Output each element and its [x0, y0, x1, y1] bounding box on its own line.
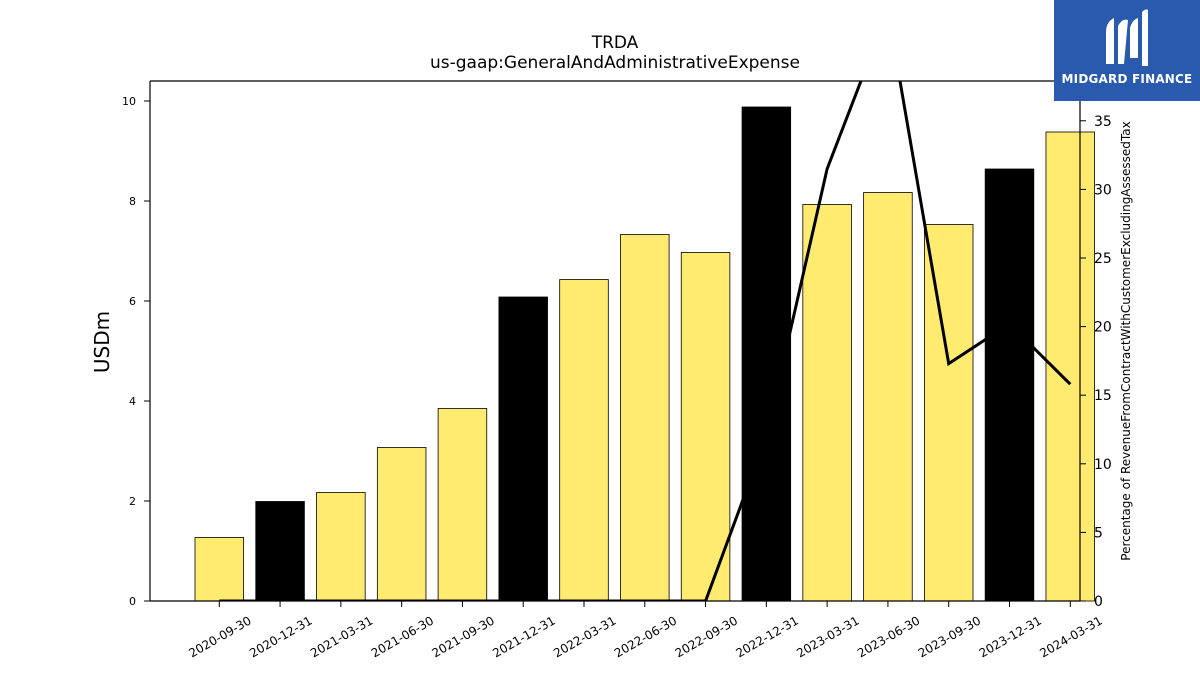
y2-tick-label: 30	[1094, 182, 1112, 198]
bar-2022-03-31	[559, 279, 609, 602]
bar-2023-03-31	[802, 204, 852, 602]
x-tick-label: 2024-03-31	[1037, 613, 1104, 660]
x-tick-label: 2021-12-31	[490, 613, 557, 660]
bar-2023-09-30	[923, 224, 974, 602]
y-tick-label: 2	[129, 495, 136, 508]
x-tick-label: 2021-03-31	[308, 613, 375, 660]
x-tick-label: 2021-06-30	[369, 613, 436, 660]
y-axis-label: USDm	[90, 311, 114, 373]
y-tick-label: 6	[129, 295, 136, 308]
bar-2022-06-30	[620, 234, 670, 602]
y2-tick-label: 20	[1094, 320, 1112, 336]
bar-2022-12-31	[741, 106, 792, 602]
y2-tick-label: 35	[1094, 114, 1112, 130]
y2-tick-label: 10	[1094, 457, 1112, 473]
x-tick-label: 2021-09-30	[430, 613, 497, 660]
bar-2023-12-31	[984, 168, 1035, 602]
y2-tick-label: 25	[1094, 251, 1112, 267]
bar-2021-12-31	[498, 296, 548, 602]
bar-2022-09-30	[680, 252, 731, 602]
x-tick-label: 2022-09-30	[673, 613, 740, 660]
y2-axis-label: Percentage of RevenueFromContractWithCus…	[1119, 121, 1133, 560]
percentage-line	[219, 81, 1072, 601]
x-tick-label: 2023-06-30	[855, 613, 922, 660]
x-tick-label: 2023-03-31	[794, 613, 861, 660]
bar-2021-03-31	[316, 492, 366, 602]
chart-title: TRDA	[591, 33, 639, 53]
logo-text: MIDGARD FINANCE	[1061, 72, 1193, 86]
bar-2020-12-31	[255, 501, 305, 602]
bars-group	[194, 106, 1095, 602]
y2-tick-label: 0	[1094, 594, 1103, 610]
bar-2021-09-30	[437, 408, 488, 602]
bar-2020-09-30	[194, 537, 245, 602]
bar-2021-06-30	[376, 447, 427, 602]
y2-tick-label: 5	[1094, 525, 1103, 541]
x-tick-label: 2020-12-31	[247, 613, 314, 660]
y-tick-label: 4	[129, 395, 136, 408]
line-group	[219, 81, 1072, 601]
y-tick-label: 8	[129, 195, 136, 208]
bar-2023-06-30	[863, 192, 913, 602]
x-tick-label: 2022-06-30	[612, 613, 679, 660]
x-tick-label: 2023-09-30	[916, 613, 983, 660]
x-tick-label: 2022-03-31	[551, 613, 618, 660]
x-tick-label: 2023-12-31	[977, 613, 1044, 660]
y-tick-label: 0	[129, 595, 136, 608]
chart-subtitle: us-gaap:GeneralAndAdministrativeExpense	[430, 53, 800, 73]
x-tick-label: 2022-12-31	[733, 613, 800, 660]
logo-mark-icon	[1106, 9, 1148, 67]
x-tick-label: 2020-09-30	[186, 613, 253, 660]
y-tick-label: 10	[122, 95, 136, 108]
brand-logo: MIDGARD FINANCE	[1054, 0, 1200, 101]
y2-tick-label: 15	[1094, 388, 1112, 404]
